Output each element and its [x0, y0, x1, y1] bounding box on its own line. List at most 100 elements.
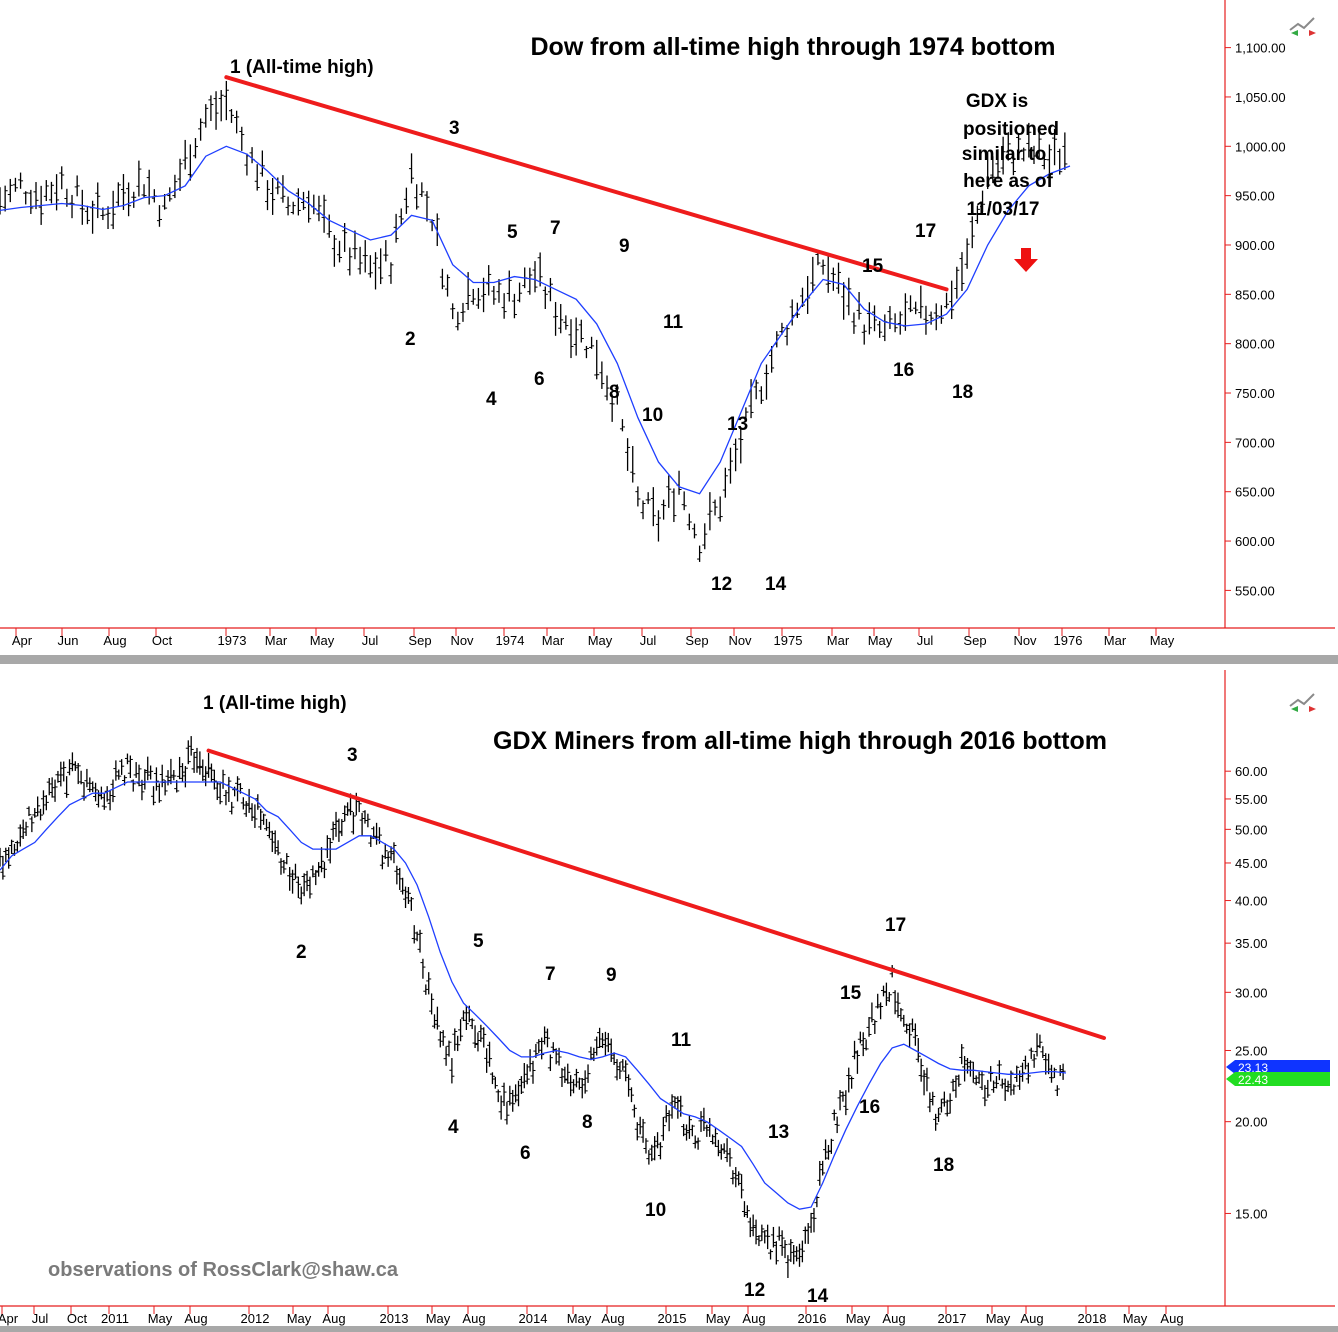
- gdx-price-bar: [675, 1096, 681, 1119]
- gdx-price-bar: [582, 1070, 588, 1094]
- gdx-price-bar: [924, 1067, 930, 1092]
- gdx-price-bar: [875, 993, 881, 1009]
- gdx-price-bar: [3, 847, 9, 863]
- dow-wave-label-12: 12: [711, 574, 732, 595]
- gdx-price-bar: [904, 1023, 910, 1034]
- gdx-price-bar: [744, 1205, 750, 1218]
- dow-price-bar: [887, 306, 893, 330]
- dow-x-tick-label: Mar: [827, 633, 850, 648]
- gdx-price-bar: [214, 781, 220, 801]
- chart-tools-icon[interactable]: [1289, 17, 1316, 36]
- dow-price-bar: [908, 295, 914, 313]
- dow-price-bar: [594, 339, 600, 380]
- dow-y-tick-label: 800.00: [1235, 337, 1275, 352]
- dow-price-bar: [722, 467, 728, 498]
- gdx-price-bar: [145, 756, 151, 781]
- dow-price-bar: [810, 256, 816, 293]
- dow-price-bar: [563, 315, 569, 330]
- gdx-price-bar: [504, 1101, 510, 1125]
- gdx-x-tick-label: 2013: [380, 1311, 409, 1326]
- dow-y-ticks: 1,100.00 1,050.00 1,000.00 950.00 900.00 850.…: [1225, 41, 1286, 598]
- dow-price-bar: [162, 194, 168, 210]
- dow-y-tick-label: 900.00: [1235, 238, 1275, 253]
- dow-y-tick-label: 1,000.00: [1235, 139, 1286, 154]
- gdx-chart-title: GDX Miners from all-time high through 20…: [493, 727, 1107, 755]
- dow-price-bar: [846, 277, 852, 316]
- gdx-price-bar: [1049, 1064, 1055, 1083]
- gdx-price-bar: [646, 1150, 652, 1165]
- dow-x-tick-label: 1974: [496, 633, 525, 648]
- gdx-price-bar: [852, 1040, 858, 1060]
- gdx-price-bar: [345, 802, 351, 816]
- gdx-price-bar: [90, 781, 96, 792]
- dow-x-tick-label: Nov: [450, 633, 474, 648]
- gdx-price-bar: [768, 1249, 774, 1260]
- dow-y-tick-label: 550.00: [1235, 583, 1275, 598]
- dow-price-bar: [481, 277, 487, 313]
- dow-wave-label-15: 15: [862, 256, 884, 277]
- gdx-price-bar: [492, 1076, 498, 1089]
- dow-price-bar: [1036, 130, 1042, 160]
- gdx-price-bar: [1011, 1084, 1017, 1095]
- gdx-price-bar: [840, 1091, 846, 1102]
- gdx-price-bar: [507, 1085, 513, 1106]
- gdx-price-bar: [113, 760, 119, 781]
- dow-price-bar: [625, 438, 631, 471]
- dow-price-bar: [609, 394, 615, 422]
- dow-price-bar: [980, 190, 986, 213]
- gdx-price-bar: [350, 812, 356, 835]
- author-credit: observations of RossClark@shaw.ca: [48, 1259, 399, 1281]
- gdx-price-bar: [191, 752, 197, 773]
- gdx-price-bar: [1040, 1046, 1046, 1058]
- gdx-price-bar: [933, 1113, 939, 1131]
- dow-price-bar: [357, 246, 363, 275]
- gdx-price-bar: [539, 1037, 545, 1060]
- dow-price-bar: [969, 216, 975, 249]
- gdx-price-bar: [64, 776, 70, 798]
- gdx-x-tick-label: Aug: [742, 1311, 765, 1326]
- dow-wave-label-4: 4: [486, 389, 497, 410]
- gdx-price-bar: [936, 1107, 942, 1123]
- gdx-price-bar: [712, 1128, 718, 1147]
- gdx-price-bar: [49, 777, 55, 798]
- dow-price-bar: [558, 304, 564, 334]
- gdx-price-bar: [544, 1028, 550, 1048]
- gdx-price-bar: [620, 1059, 626, 1071]
- gdx-price-bar: [785, 1255, 791, 1279]
- gdx-price-bar: [1034, 1033, 1040, 1057]
- gdx-price-bar: [142, 769, 148, 790]
- gdx-price-bar: [35, 796, 41, 817]
- dow-price-bar: [686, 513, 692, 531]
- dow-price-bar: [619, 419, 625, 432]
- gdx-price-bar: [295, 876, 301, 899]
- gdx-price-bar: [1002, 1078, 1008, 1101]
- gdx-price-bar: [849, 1076, 855, 1089]
- dow-price-bar: [769, 346, 775, 373]
- gdx-price-bar: [423, 984, 429, 995]
- gdx-y-tick-label: 20.00: [1235, 1115, 1268, 1130]
- gdx-price-bar: [388, 846, 394, 861]
- gdx-wave-label-5: 5: [473, 931, 484, 952]
- gdx-price-bar: [252, 804, 258, 828]
- chart-tools-icon[interactable]: [1289, 693, 1316, 712]
- gdx-price-bar: [510, 1089, 516, 1112]
- gdx-price-bar: [246, 788, 252, 813]
- gdx-x-tick-label: May: [986, 1311, 1011, 1326]
- price-badge-green: 22.43: [1226, 1072, 1330, 1087]
- annotation-line-1: GDX is: [966, 91, 1028, 112]
- gdx-y-tick-label: 45.00: [1235, 856, 1268, 871]
- gdx-price-bar: [721, 1143, 727, 1154]
- dow-wave-label-9: 9: [619, 236, 630, 257]
- gdx-price-bar: [264, 818, 269, 831]
- gdx-y-tick-label: 60.00: [1235, 764, 1268, 779]
- dow-price-bar: [316, 195, 322, 222]
- gdx-wave-label-14: 14: [807, 1286, 829, 1307]
- gdx-price-bar: [240, 797, 246, 810]
- gdx-price-bar: [379, 854, 385, 870]
- dow-price-bar: [414, 184, 420, 210]
- dow-price-bar: [403, 187, 409, 214]
- dow-price-bar: [131, 191, 137, 208]
- dow-price-bar: [537, 252, 543, 287]
- gdx-price-bar: [953, 1075, 959, 1098]
- gdx-price-bar: [516, 1080, 522, 1107]
